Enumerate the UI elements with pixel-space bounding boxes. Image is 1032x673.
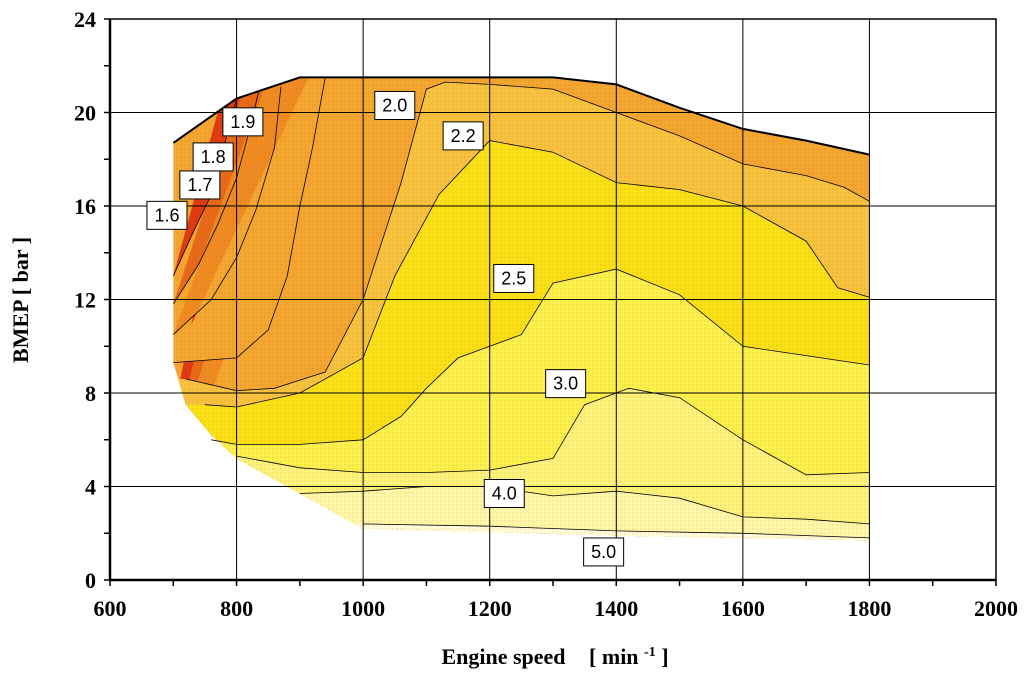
contour-label-text: 5.0 <box>591 542 616 562</box>
contour-line-2-2 <box>204 140 870 408</box>
contour-label-text: 1.6 <box>154 205 179 225</box>
contour-label-1-7: 1.7 <box>179 170 221 200</box>
contour-line-3-0 <box>236 387 870 476</box>
contour-label-text: 1.7 <box>187 175 212 195</box>
x-tick-label: 600 <box>94 596 127 621</box>
y-tick-label: 0 <box>85 568 96 593</box>
contour-label-text: 2.2 <box>451 126 476 146</box>
contour-line-1-8 <box>173 86 282 335</box>
contour-label-1-9: 1.9 <box>222 107 264 137</box>
y-tick-label: 12 <box>74 288 96 313</box>
x-tick-label: 1800 <box>847 596 891 621</box>
x-axis-title: Engine speed [ min -1 ] <box>441 636 668 669</box>
contour-label-3-0: 3.0 <box>545 369 587 399</box>
contour-label-2-0: 2.0 <box>374 90 416 120</box>
y-tick-label: 8 <box>85 381 96 406</box>
y-axis-title: BMEP [ bar ] <box>8 237 33 363</box>
contour-label-text: 3.0 <box>553 374 578 394</box>
x-tick-label: 1000 <box>341 596 385 621</box>
contour-line-4-0 <box>299 486 870 525</box>
contour-label-text: 1.8 <box>201 147 226 167</box>
full-load-curve <box>172 76 870 156</box>
x-tick-label: 1600 <box>721 596 765 621</box>
contour-label-text: 1.9 <box>230 112 255 132</box>
x-tick-label: 2000 <box>974 596 1018 621</box>
contour-line-2-0 <box>185 81 870 392</box>
contour-label-4-0: 4.0 <box>483 479 525 509</box>
axes: 600 800 1000 1200 1400 1600 1800 2000 0 4 8 12 16 20 2… <box>74 7 1018 621</box>
contour-label-1-8: 1.8 <box>192 142 234 172</box>
contour-label-text: 4.0 <box>492 484 517 504</box>
y-tick-label: 4 <box>85 475 96 500</box>
x-tick-label: 1400 <box>594 596 638 621</box>
x-tick-label: 800 <box>220 596 253 621</box>
contour-labels: 1.6 1.7 1.81.9 2.0 2.2 2.5 3.0 4.0 5.0 <box>146 90 625 567</box>
y-tick-label: 24 <box>74 7 96 32</box>
x-tick-label: 1200 <box>468 596 512 621</box>
contour-label-2-2: 2.2 <box>442 121 484 151</box>
contour-label-1-6: 1.6 <box>146 200 188 230</box>
contour-label-text: 2.5 <box>501 268 526 288</box>
stipple-overlay <box>173 77 870 541</box>
y-tick-label: 16 <box>74 194 96 219</box>
contour-label-text: 2.0 <box>382 95 407 115</box>
contour-label-2-5: 2.5 <box>493 263 535 293</box>
operating-envelope <box>172 76 870 156</box>
contour-label-5-0: 5.0 <box>583 537 625 567</box>
y-tick-label: 20 <box>74 101 96 126</box>
